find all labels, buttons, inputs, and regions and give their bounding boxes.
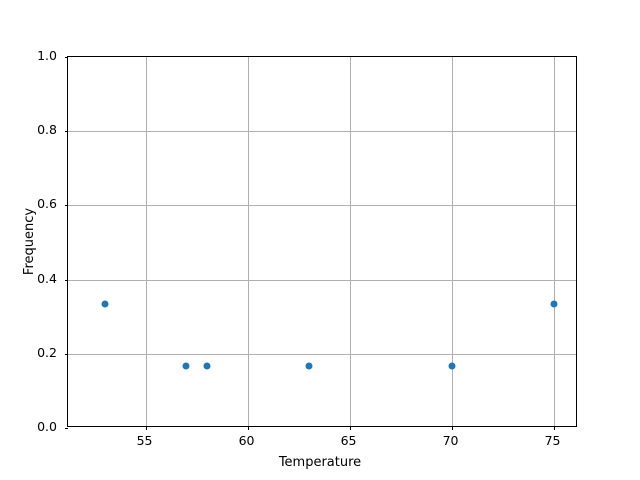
y-tick-mark <box>64 428 68 429</box>
y-tick-mark <box>64 57 68 58</box>
scatter-point <box>101 300 109 308</box>
scatter-point <box>448 362 456 370</box>
x-tick-label: 70 <box>442 433 459 448</box>
y-tick-label: 0.2 <box>37 344 57 360</box>
scatter-point <box>550 300 558 308</box>
x-tick-mark <box>553 426 555 430</box>
x-tick-label: 55 <box>136 433 153 448</box>
y-tick-mark <box>64 205 68 207</box>
x-tick-mark <box>145 426 147 430</box>
gridline-horizontal <box>68 279 576 281</box>
gridline-horizontal <box>68 353 576 355</box>
gridline-horizontal <box>68 205 576 207</box>
plot-area <box>64 56 577 430</box>
y-tick-label: 1.0 <box>37 48 57 63</box>
y-tick-mark <box>64 279 68 281</box>
gridline-vertical <box>247 57 249 426</box>
x-tick-label: 65 <box>340 433 357 448</box>
y-tick-label: 0.0 <box>37 419 57 434</box>
x-tick-label: 75 <box>544 433 561 448</box>
y-tick-label: 0.8 <box>37 122 57 138</box>
gridline-vertical <box>349 57 351 426</box>
y-axis-label: Frequency <box>22 207 37 276</box>
x-tick-mark <box>451 426 453 430</box>
x-tick-label: 60 <box>238 433 255 448</box>
scatter-point <box>203 362 211 370</box>
scatter-point <box>305 362 313 370</box>
x-axis-label: Temperature <box>278 455 362 470</box>
x-tick-mark <box>247 426 249 430</box>
y-tick-label: 0.4 <box>37 270 57 286</box>
gridline-vertical <box>451 57 453 426</box>
scatter-point <box>182 362 190 370</box>
y-tick-mark <box>64 353 68 355</box>
gridline-horizontal <box>68 131 576 133</box>
gridline-vertical <box>145 57 147 426</box>
y-tick-label: 0.6 <box>37 196 57 212</box>
y-tick-mark <box>64 131 68 133</box>
gridline-vertical <box>553 57 555 426</box>
x-tick-mark <box>349 426 351 430</box>
